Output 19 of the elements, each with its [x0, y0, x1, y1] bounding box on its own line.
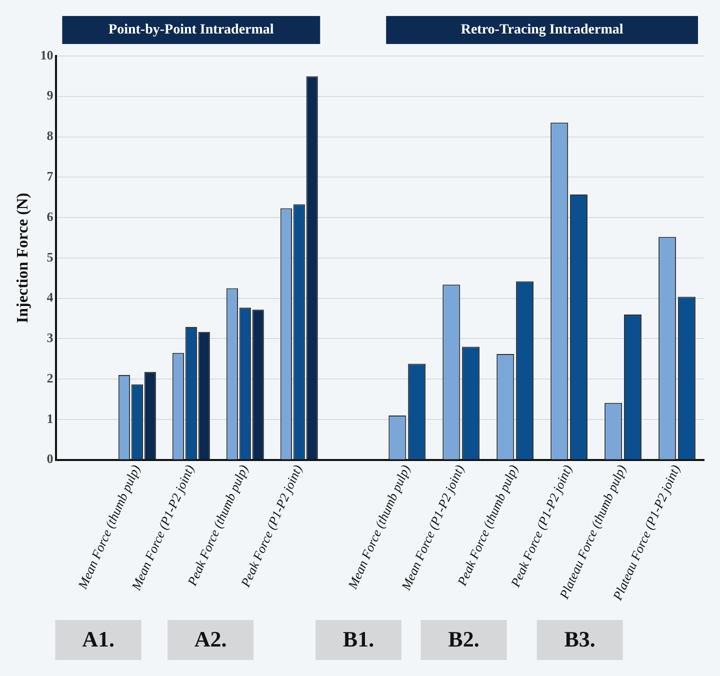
y-tick-label: 8	[46, 128, 54, 144]
text: A2.	[194, 626, 227, 652]
y-tick-label: 4	[46, 290, 54, 305]
y-tick-label: 6	[46, 208, 54, 224]
text: Retro-Tracing Intradermal	[460, 22, 624, 38]
text: B2.	[448, 626, 480, 652]
y-tick-label: 9	[46, 88, 54, 103]
y-tick-label: 1	[46, 410, 54, 426]
text: B3.	[564, 626, 596, 652]
y-axis-title: Injection Force (N)	[14, 192, 32, 324]
text: B1.	[342, 626, 374, 652]
y-tick-label: 10	[40, 47, 54, 62]
y-tick-label: 7	[46, 168, 54, 184]
y-tick-label: 0	[46, 451, 54, 466]
text: A1.	[82, 626, 114, 652]
y-tick-label: 5	[46, 249, 54, 264]
text: Point-by-Point Intradermal	[108, 22, 274, 38]
y-tick-label: 2	[46, 370, 54, 386]
y-tick-label: 3	[46, 330, 54, 346]
